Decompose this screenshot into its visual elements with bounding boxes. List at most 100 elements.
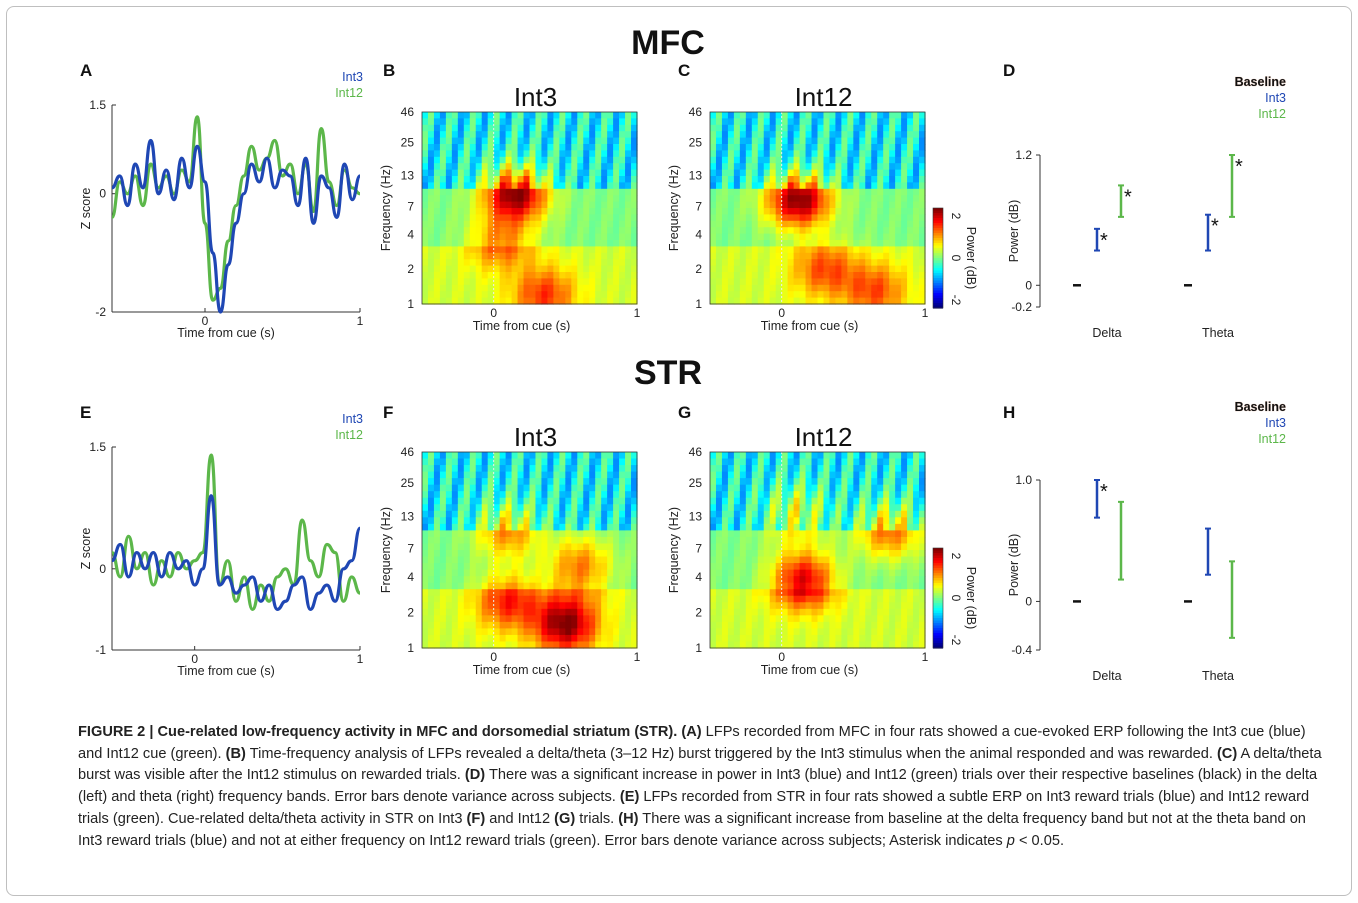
heatmap-cell	[889, 634, 896, 643]
heatmap-cell	[445, 484, 453, 492]
heatmap-cell	[733, 227, 741, 235]
heatmap-cell	[883, 284, 890, 292]
heatmap-cell	[847, 188, 854, 196]
heatmap-cell	[607, 291, 614, 299]
heatmap-cell	[733, 252, 741, 260]
heatmap-cell	[499, 452, 507, 460]
heatmap-cell	[601, 284, 608, 292]
heatmap-cell	[733, 176, 741, 183]
heatmap-cell	[493, 550, 501, 558]
heatmap-cell	[781, 465, 789, 473]
heatmap-cell	[733, 259, 741, 267]
heatmap-cell	[535, 556, 543, 564]
heatmap-cell	[763, 563, 771, 571]
heatmap-cell	[745, 452, 753, 460]
heatmap-cell	[487, 556, 495, 564]
heatmap-cell	[517, 517, 525, 525]
heatmap-cell	[745, 156, 753, 164]
heatmap-cell	[565, 641, 572, 649]
heatmap-cell	[769, 156, 777, 164]
heatmap-cell	[895, 589, 902, 597]
heatmap-cell	[535, 163, 543, 171]
heatmap-cell	[907, 246, 914, 254]
heatmap-cell	[559, 504, 566, 512]
heatmap-cell	[427, 602, 435, 610]
heatmap-cell	[601, 137, 608, 145]
heatmap-cell	[733, 169, 741, 177]
heatmap-cell	[565, 265, 572, 273]
heatmap-cell	[499, 208, 507, 215]
heatmap-cell	[817, 530, 825, 538]
heatmap-cell	[523, 563, 531, 571]
heatmap-cell	[487, 478, 495, 486]
heatmap-cell	[577, 491, 584, 499]
heatmap-cell	[625, 602, 632, 610]
heatmap-cell	[445, 641, 453, 649]
heatmap-cell	[577, 569, 584, 577]
heatmap-cell	[445, 252, 453, 260]
heatmap-cell	[865, 208, 872, 215]
heatmap-cell	[583, 214, 590, 222]
heatmap-cell	[811, 169, 819, 177]
heatmap-cell	[499, 497, 507, 505]
heatmap-cell	[523, 118, 531, 126]
heatmap-cell	[427, 195, 435, 203]
heatmap-cell	[895, 220, 902, 228]
heatmap-cell	[505, 272, 513, 279]
heatmap-cell	[775, 523, 783, 531]
heatmap-cell	[775, 144, 783, 151]
heatmap-cell	[727, 608, 735, 616]
heatmap-cell	[475, 220, 483, 228]
colorbar-step	[933, 550, 943, 554]
heatmap-cell	[451, 163, 459, 171]
heatmap-cell	[475, 240, 483, 247]
heatmap-cell	[475, 569, 483, 577]
heatmap-cell	[710, 589, 717, 597]
heatmap-cell	[595, 195, 602, 203]
heatmap-cell	[799, 156, 807, 164]
heatmap-cell	[577, 220, 584, 228]
heatmap-cell	[865, 124, 872, 132]
heatmap-cell	[889, 297, 896, 305]
heatmap-cell	[751, 543, 759, 551]
heatmap-cell	[733, 615, 741, 623]
heatmap-cell	[727, 504, 735, 512]
heatmap-cell	[787, 569, 795, 577]
heatmap-cell	[595, 530, 602, 538]
heatmap-cell	[481, 169, 489, 177]
heatmap-cell	[715, 144, 723, 151]
heatmap-cell	[445, 118, 453, 126]
heatmap-cell	[577, 556, 584, 564]
heatmap-cell	[805, 550, 813, 558]
heatmap-cell	[481, 131, 489, 139]
heatmap-cell	[493, 517, 501, 525]
heatmap-cell	[847, 201, 854, 209]
heatmap-cell	[493, 169, 501, 177]
heatmap-cell	[601, 517, 608, 525]
heatmap-cell	[517, 182, 525, 190]
heatmap-cell	[631, 233, 638, 241]
heatmap-cell	[895, 201, 902, 209]
heatmap-cell	[625, 458, 632, 466]
heatmap-cell	[517, 137, 525, 145]
heatmap-cell	[817, 523, 825, 531]
heatmap-cell	[631, 621, 638, 629]
caption-italic: p	[1006, 832, 1015, 849]
heatmap-cell	[619, 265, 626, 273]
heatmap-cell	[439, 220, 447, 228]
heatmap-cell	[535, 595, 543, 603]
heatmap-cell	[817, 233, 825, 241]
heatmap-cell	[553, 569, 560, 577]
heatmap-cell	[829, 188, 837, 196]
heatmap-cell	[739, 163, 747, 171]
heatmap-cell	[877, 272, 884, 279]
heatmap-cell	[577, 272, 584, 279]
heatmap-cell	[721, 169, 729, 177]
heatmap-cell	[727, 465, 735, 473]
heatmap-cell	[541, 233, 549, 241]
heatmap-cell	[847, 471, 854, 479]
heatmap-cell	[535, 182, 543, 190]
heatmap-cell	[499, 530, 507, 538]
heatmap-cell	[805, 595, 813, 603]
heatmap-cell	[871, 188, 878, 196]
